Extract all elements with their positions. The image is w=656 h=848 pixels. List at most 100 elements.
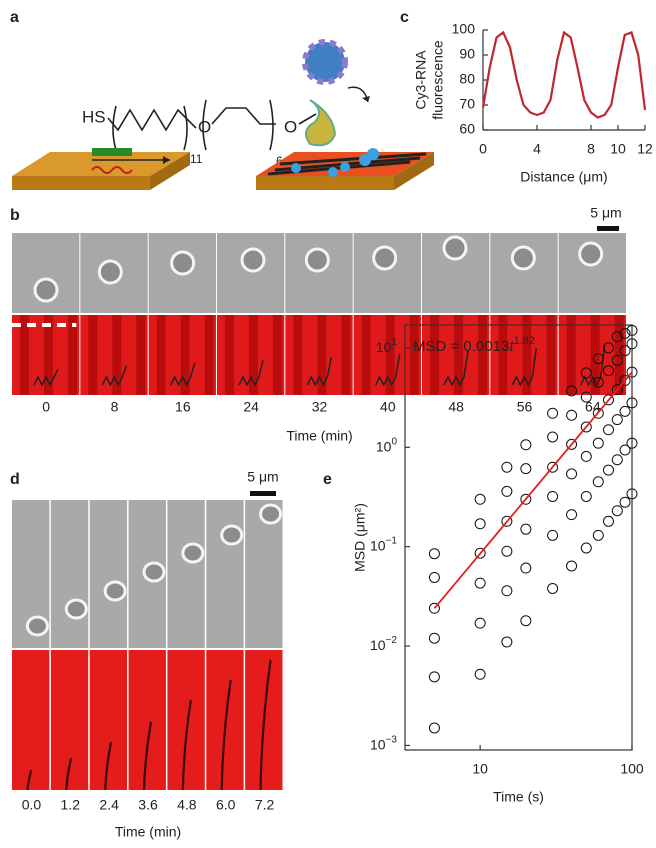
time-label: 3.6 <box>138 797 158 813</box>
stripe <box>273 315 282 395</box>
cell <box>242 249 264 271</box>
time-label: 40 <box>380 399 396 415</box>
x-tick-label: 100 <box>620 761 644 777</box>
time-label: 7.2 <box>255 797 275 813</box>
time-label: 2.4 <box>99 797 119 813</box>
point <box>502 546 512 556</box>
y-tick-label: 10−3 <box>370 734 397 752</box>
point <box>502 462 512 472</box>
point <box>429 572 439 582</box>
formula-text: O <box>198 117 211 136</box>
dna <box>92 148 132 156</box>
point <box>521 616 531 626</box>
stripe <box>157 315 166 395</box>
point <box>548 408 558 418</box>
point <box>429 723 439 733</box>
y-tick-label: 90 <box>459 46 475 62</box>
time-label: 0.0 <box>22 797 42 813</box>
tick-base: 10 <box>376 438 392 454</box>
cell <box>105 582 125 600</box>
point <box>603 465 613 475</box>
axis-title: Time (min) <box>286 428 352 444</box>
y-tick-label: 70 <box>459 96 475 112</box>
time-label: 6.0 <box>216 797 236 813</box>
time-label: 48 <box>448 399 464 415</box>
image-frame <box>51 500 88 648</box>
substrate <box>256 176 394 190</box>
point <box>548 583 558 593</box>
point <box>581 451 591 461</box>
point <box>502 637 512 647</box>
scale-label: 5 μm <box>247 469 278 485</box>
tick-base: 10 <box>376 339 392 355</box>
stripe <box>478 315 487 395</box>
time-label: 16 <box>175 399 191 415</box>
cell <box>580 243 602 265</box>
point <box>521 464 531 474</box>
y-tick-label: 100 <box>376 436 398 454</box>
annotation-text: MSD = 0.0013 <box>413 338 509 355</box>
time-label: 1.2 <box>61 797 81 813</box>
image-frame <box>12 650 49 790</box>
tick-power: −3 <box>386 734 398 745</box>
cell <box>66 600 86 618</box>
point <box>593 530 603 540</box>
point <box>521 440 531 450</box>
y-axis-title: Cy3-RNA <box>413 50 429 110</box>
image-frame <box>129 650 166 790</box>
y-axis-title: fluorescence <box>430 40 446 120</box>
point <box>620 497 630 507</box>
page: {"panels": { "a": {"label": "a", "formul… <box>0 0 656 848</box>
particle <box>328 167 338 177</box>
stripe <box>136 315 145 395</box>
stripe <box>546 315 555 395</box>
stripe <box>341 315 350 395</box>
point <box>567 561 577 571</box>
panel-label: e <box>323 471 332 488</box>
point <box>567 510 577 520</box>
cell <box>183 544 203 562</box>
point <box>429 672 439 682</box>
x-tick-label: 8 <box>587 141 595 157</box>
schematic: HS 11 O 6 O <box>12 42 434 190</box>
x-tick-label: 0 <box>479 141 487 157</box>
point <box>567 410 577 420</box>
point <box>429 633 439 643</box>
particle <box>367 148 379 160</box>
point <box>475 494 485 504</box>
cell <box>99 261 121 283</box>
image-frame <box>217 233 284 313</box>
scale-label: 5 μm <box>590 205 621 221</box>
chain <box>108 110 196 130</box>
point <box>612 415 622 425</box>
protein <box>306 100 335 145</box>
point <box>429 549 439 559</box>
annotation-power: 1.82 <box>513 335 534 347</box>
panel-label: b <box>10 207 20 224</box>
image-frame <box>490 233 557 313</box>
time-label: 0 <box>42 399 50 415</box>
stripe <box>430 315 439 395</box>
tick-power: −2 <box>386 635 398 646</box>
point <box>581 543 591 553</box>
stripe <box>88 315 97 395</box>
formula-text: 11 <box>190 152 203 166</box>
panel-label: c <box>400 9 409 26</box>
y-tick-label: 60 <box>459 121 475 137</box>
stripe <box>225 315 234 395</box>
x-axis-title: Time (s) <box>493 789 544 805</box>
particle <box>340 162 350 172</box>
formula-text: O <box>284 117 297 136</box>
point <box>502 586 512 596</box>
line <box>483 33 645 118</box>
point <box>548 491 558 501</box>
y-tick-label: 100 <box>452 21 476 37</box>
substrate <box>12 176 150 190</box>
point <box>475 618 485 628</box>
point <box>521 524 531 534</box>
cell <box>261 505 281 523</box>
y-tick-label: 80 <box>459 71 475 87</box>
stripe <box>410 315 419 395</box>
point <box>620 406 630 416</box>
image-frame <box>90 500 127 648</box>
